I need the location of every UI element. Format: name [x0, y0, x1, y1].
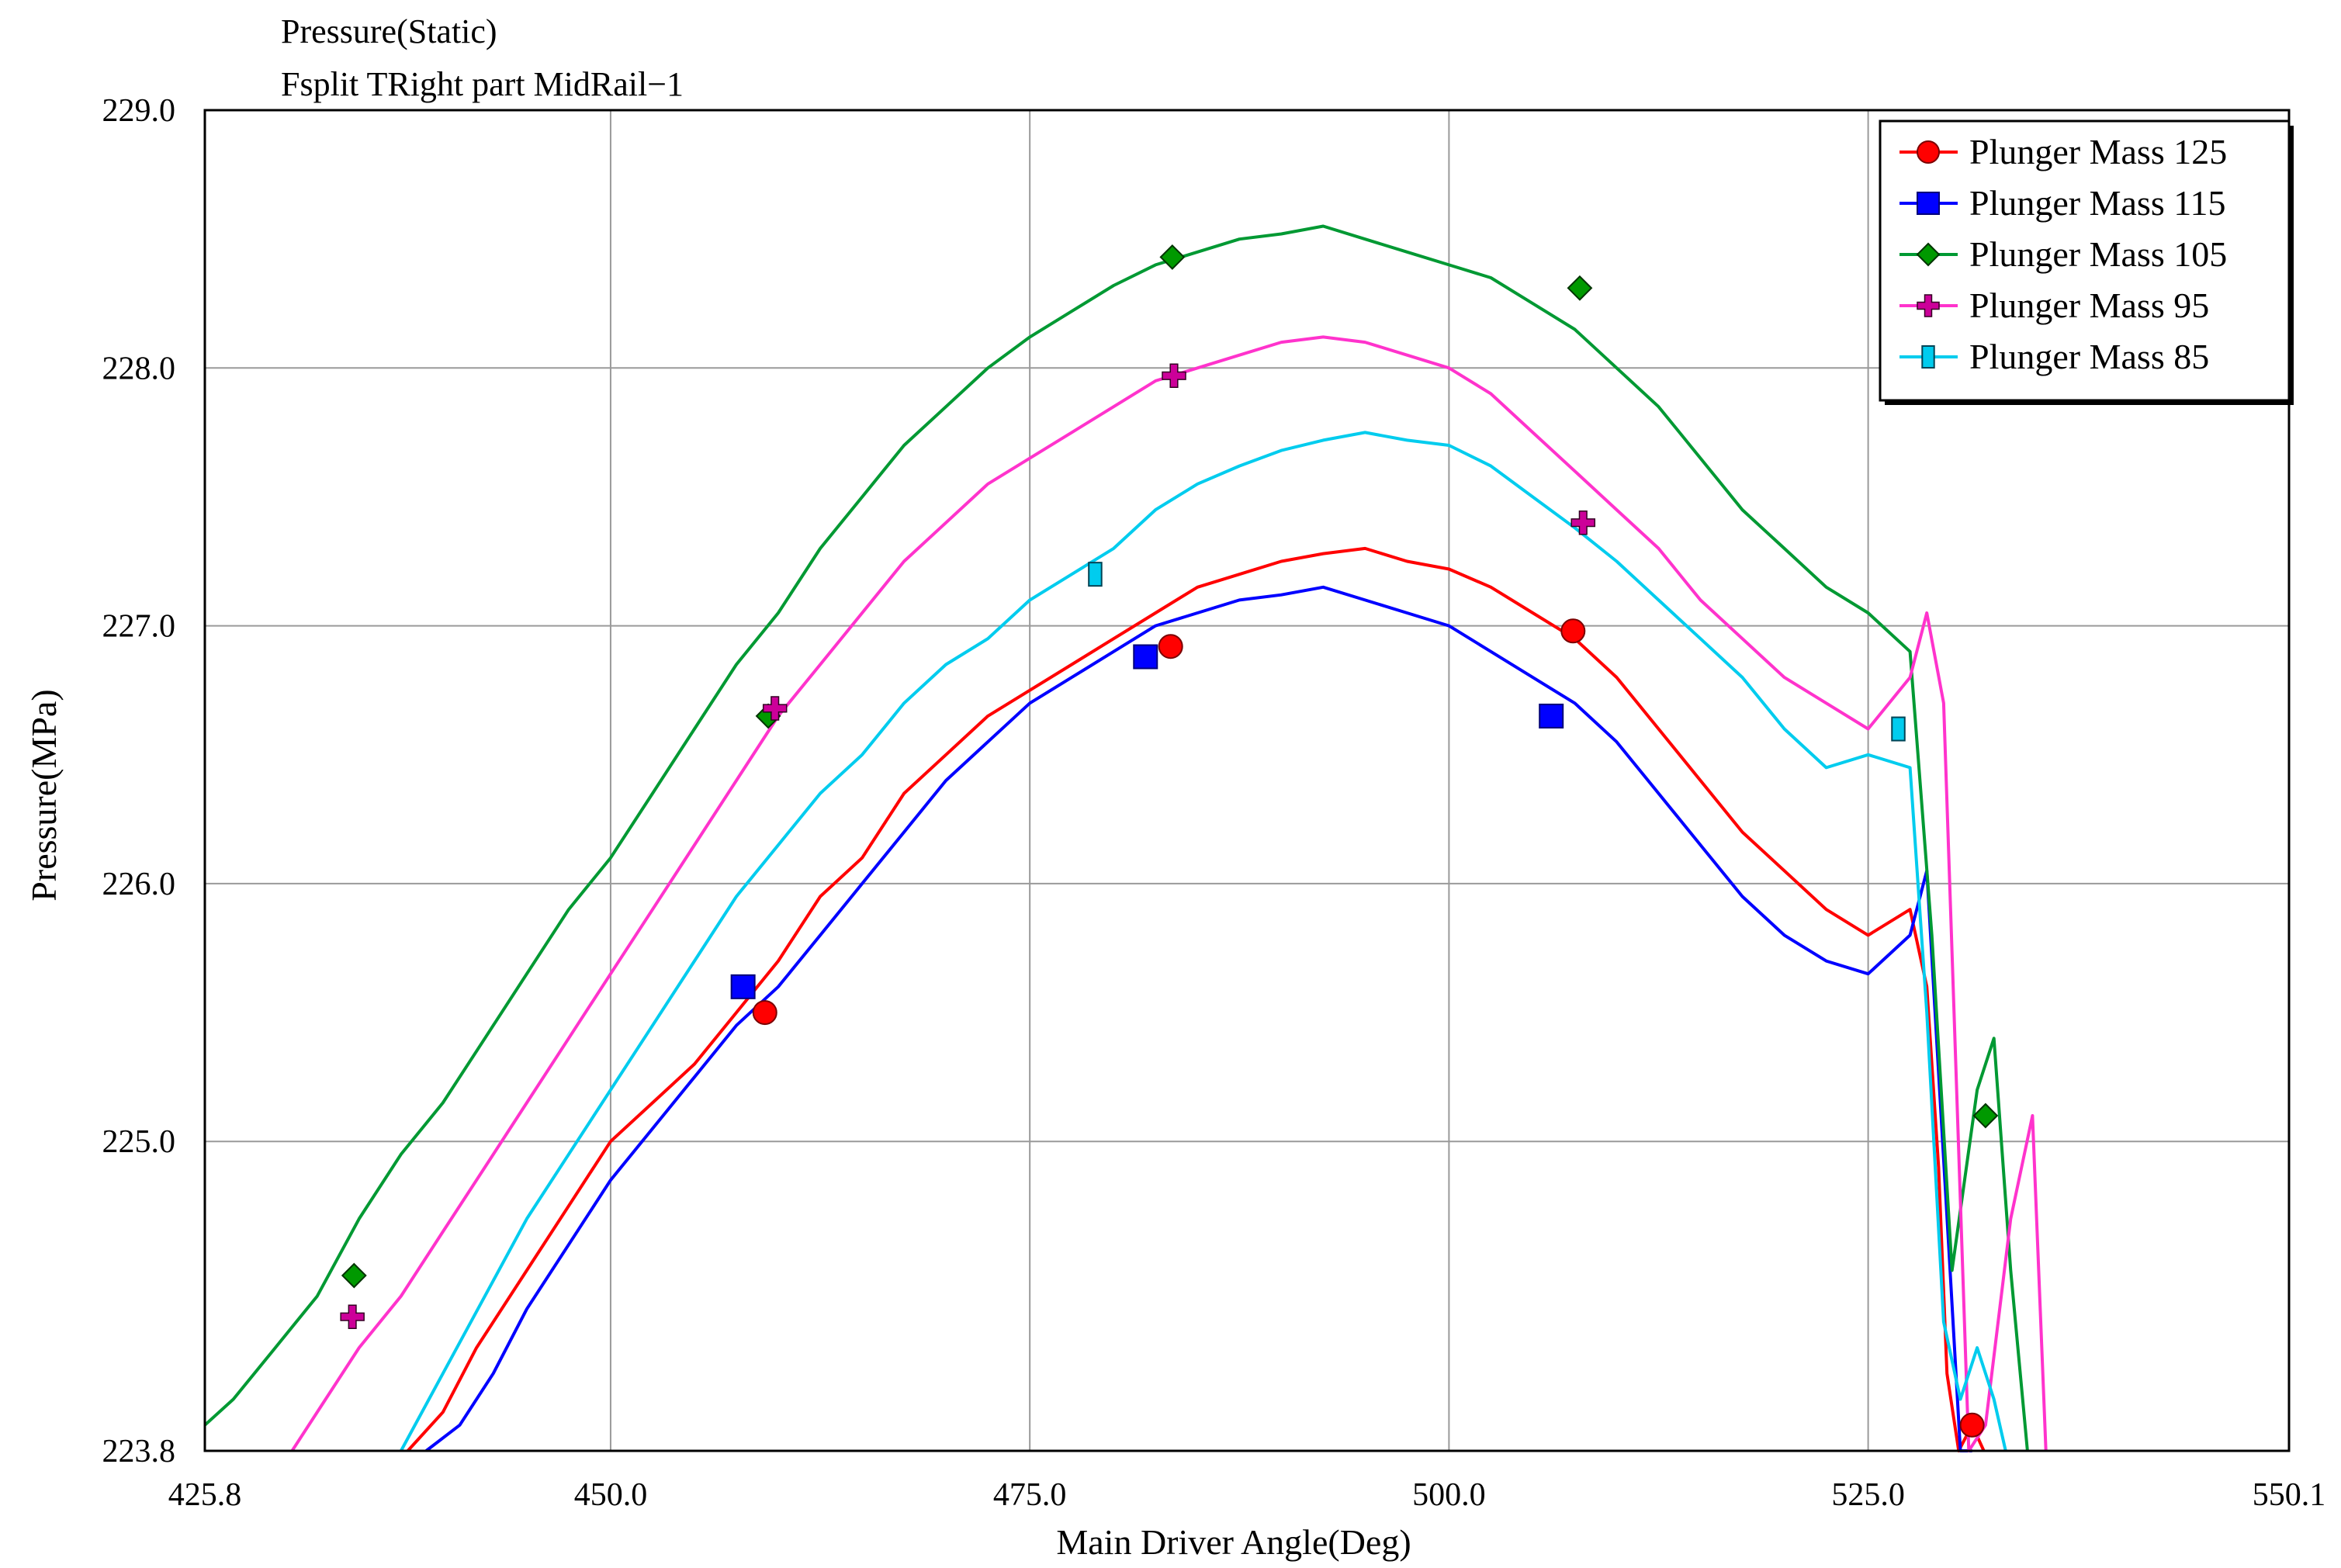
- series-markers: [340, 244, 1999, 1438]
- legend-marker-0: [1917, 140, 1940, 164]
- x-axis-title: Main Driver Angle(Deg): [1056, 1522, 1411, 1562]
- legend-label-4: Plunger Mass 85: [1969, 337, 2209, 376]
- series-0-marker-3: [1959, 1412, 1985, 1438]
- series-3-marker-3: [1570, 510, 1596, 535]
- y-axis-title: Pressure(MPa): [24, 689, 64, 901]
- x-tick-label-5: 550.1: [2253, 1477, 2326, 1513]
- series-3-marker-0: [340, 1304, 365, 1329]
- legend-marker-2: [1916, 242, 1941, 267]
- chart-subtitle: Fsplit TRight part MidRail−1: [281, 65, 684, 103]
- legend: Plunger Mass 125 Plunger Mass 115 Plunger …: [1879, 119, 2294, 405]
- series-2-marker-3: [1567, 275, 1593, 301]
- series-1-marker-2: [1539, 703, 1564, 729]
- legend-label-3: Plunger Mass 95: [1969, 286, 2209, 325]
- y-tick-label-2: 227.0: [102, 609, 176, 645]
- legend-marker-4: [1921, 345, 1935, 369]
- x-tick-label-1: 450.0: [574, 1477, 648, 1513]
- series-line-1: [424, 585, 1972, 1452]
- series-4-marker-1: [1891, 716, 1906, 742]
- series-curves: [203, 224, 2048, 1452]
- legend-label-1: Plunger Mass 115: [1969, 183, 2226, 223]
- series-2-marker-4: [1972, 1102, 1999, 1129]
- y-tick-labels: 229.0 228.0 227.0 226.0 225.0 223.8: [102, 93, 176, 1469]
- y-tick-label-4: 225.0: [102, 1124, 176, 1160]
- series-1-marker-1: [1133, 644, 1158, 670]
- series-3-marker-2: [1162, 363, 1186, 389]
- legend-box: [1879, 119, 2291, 402]
- series-0-marker-1: [1158, 634, 1183, 659]
- x-tick-label-4: 525.0: [1831, 1477, 1905, 1513]
- x-tick-labels: 425.8 450.0 475.0 500.0 525.0 550.1: [168, 1477, 2326, 1513]
- x-tick-label-0: 425.8: [168, 1477, 242, 1513]
- series-line-3: [290, 335, 2048, 1452]
- series-1-marker-0: [730, 974, 756, 999]
- series-0-marker-2: [1560, 618, 1586, 644]
- y-tick-label-1: 228.0: [102, 351, 176, 386]
- series-line-0: [407, 546, 1986, 1452]
- plot-frame: [203, 109, 2291, 1452]
- series-2-marker-2: [1159, 244, 1186, 270]
- chart-title: Pressure(Static): [281, 12, 497, 50]
- series-line-4: [400, 431, 2007, 1452]
- legend-label-0: Plunger Mass 125: [1969, 132, 2227, 171]
- legend-marker-1: [1917, 192, 1940, 215]
- y-tick-label-5: 223.8: [102, 1434, 176, 1469]
- series-4-marker-0: [1088, 562, 1103, 587]
- series-line-2: [203, 224, 2029, 1452]
- series-2-marker-0: [341, 1262, 367, 1289]
- x-tick-label-3: 500.0: [1412, 1477, 1486, 1513]
- legend-marker-3: [1917, 294, 1940, 317]
- y-tick-label-0: 229.0: [102, 93, 176, 129]
- y-tick-label-3: 226.0: [102, 867, 176, 902]
- legend-label-2: Plunger Mass 105: [1969, 234, 2227, 274]
- series-0-marker-0: [752, 1000, 777, 1026]
- x-tick-label-2: 475.0: [993, 1477, 1067, 1513]
- series-3-marker-1: [762, 696, 788, 721]
